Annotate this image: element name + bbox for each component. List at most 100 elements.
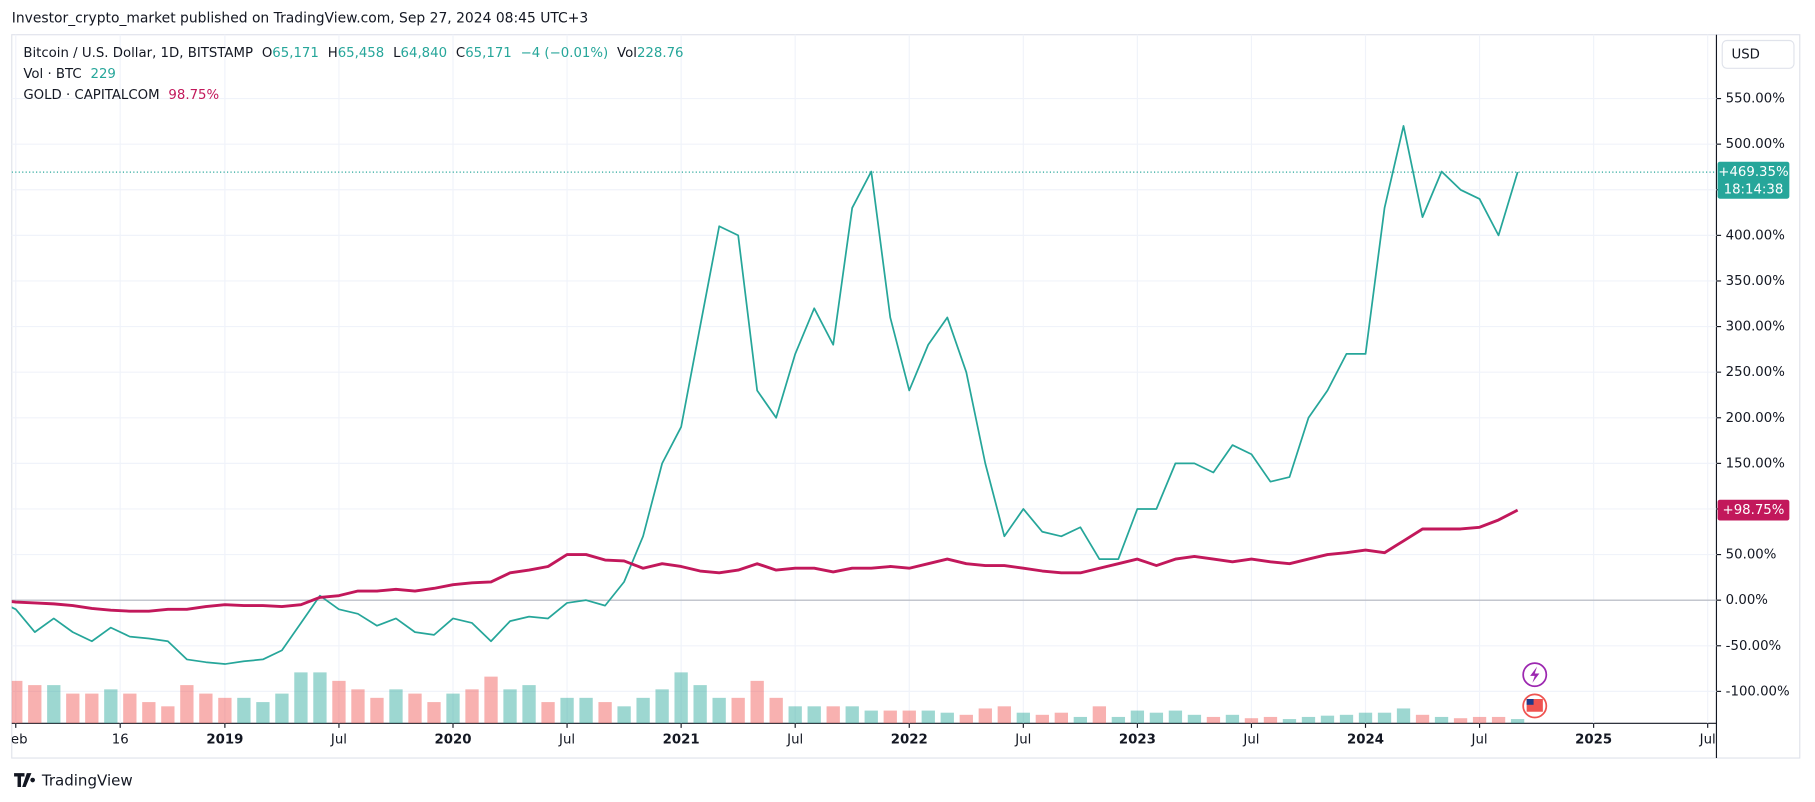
volume-bar bbox=[427, 702, 441, 724]
lines bbox=[11, 125, 1717, 665]
legend-line-1: Bitcoin / U.S. Dollar, 1D, BITSTAMP O65,… bbox=[23, 46, 683, 61]
volume-bar bbox=[712, 697, 726, 724]
volume-bar bbox=[864, 710, 878, 724]
y-tick-label: -50.00% bbox=[1726, 639, 1782, 654]
y-tick-label: 350.00% bbox=[1726, 274, 1785, 289]
volume-bar bbox=[484, 676, 498, 724]
volume-bar bbox=[1149, 712, 1164, 724]
x-ticks: Feb 16 2019 Jul 2020 Jul 2021 Jul 2022 Jul 2023 Jul… bbox=[4, 723, 1716, 748]
volume-bar bbox=[11, 680, 23, 724]
last-value-box bbox=[1717, 161, 1790, 199]
legend-symbol: Bitcoin / U.S. Dollar, 1D, BITSTAMP bbox=[23, 46, 253, 61]
legend-low: 64,840 bbox=[401, 46, 448, 61]
last-value-box bbox=[1717, 499, 1790, 521]
volume-bar bbox=[104, 689, 118, 724]
volume-bar bbox=[1377, 712, 1392, 724]
legend-change: −4 (−0.01%) bbox=[521, 46, 609, 61]
volume-bar bbox=[807, 706, 821, 724]
volume-bar bbox=[940, 712, 954, 724]
x-tick-label: 2025 bbox=[1575, 733, 1612, 748]
volume-bar bbox=[199, 693, 213, 724]
volume-bar bbox=[1453, 718, 1468, 724]
volume-bar bbox=[1244, 718, 1259, 724]
volume-bar bbox=[1073, 716, 1088, 724]
volume-bar bbox=[598, 702, 612, 724]
volume-bar bbox=[503, 689, 517, 724]
volume-bar bbox=[750, 680, 764, 724]
volume-bar bbox=[883, 710, 897, 724]
volume-bar bbox=[1320, 715, 1335, 724]
volume-bar bbox=[465, 689, 479, 724]
x-tick-label: Jul bbox=[1471, 733, 1488, 748]
legend-vol-last: 229 bbox=[91, 67, 116, 82]
legend-open: 65,171 bbox=[272, 46, 319, 61]
x-tick-label: Jul bbox=[558, 733, 575, 748]
volume-bar bbox=[256, 702, 270, 724]
y-tick-label: 550.00% bbox=[1726, 92, 1785, 107]
y-tick-label: 250.00% bbox=[1726, 365, 1785, 380]
volume-bar bbox=[921, 710, 935, 724]
x-tick-label: Jul bbox=[1699, 733, 1716, 748]
legend-close: 65,171 bbox=[465, 46, 512, 61]
series-line bbox=[11, 125, 1519, 665]
volume-bar bbox=[1263, 716, 1278, 724]
volume-bar bbox=[1415, 714, 1430, 724]
legend-h: H bbox=[328, 46, 338, 61]
y-tick-label: -100.00% bbox=[1726, 684, 1790, 699]
x-tick-label: 16 bbox=[112, 733, 129, 748]
x-tick-label: 2020 bbox=[435, 733, 472, 748]
volume-bar bbox=[0, 672, 3, 723]
volume-bar bbox=[1206, 716, 1221, 724]
currency-button[interactable] bbox=[1721, 39, 1795, 69]
x-tick-label: 2019 bbox=[206, 733, 243, 748]
volume-bar bbox=[693, 685, 707, 724]
volume-bar bbox=[674, 672, 688, 724]
volume-bar bbox=[332, 680, 346, 724]
volume-bar bbox=[959, 714, 973, 724]
volume-bar bbox=[389, 689, 403, 724]
volume-bar bbox=[1301, 716, 1316, 724]
event-icons[interactable] bbox=[1522, 662, 1548, 719]
icon-flag-canton bbox=[1526, 699, 1534, 705]
volume-bar bbox=[997, 706, 1011, 724]
volume-bar bbox=[313, 672, 327, 724]
volume-bar bbox=[370, 697, 384, 724]
volume-bar bbox=[47, 685, 61, 724]
legend-c: C bbox=[456, 46, 465, 61]
x-tick-label: Jul bbox=[1242, 733, 1259, 748]
volume-bar bbox=[655, 689, 669, 724]
volume-bar bbox=[1225, 714, 1240, 724]
volume-bar bbox=[826, 706, 840, 724]
volume-bar bbox=[237, 697, 251, 724]
last-value-label: +98.75% bbox=[1723, 503, 1785, 518]
x-tick-label: 2023 bbox=[1119, 733, 1156, 748]
y-tick-label: 200.00% bbox=[1726, 411, 1785, 426]
volume-bar bbox=[560, 697, 574, 724]
y-tick-label: 150.00% bbox=[1726, 456, 1785, 471]
legend-line-2: Vol · BTC 229 bbox=[23, 67, 116, 82]
volume-bar bbox=[1434, 716, 1449, 724]
volume-bar bbox=[617, 706, 631, 724]
frame bbox=[11, 34, 1801, 759]
legend-vol: 228.76 bbox=[637, 46, 684, 61]
x-tick-label: Jul bbox=[786, 733, 803, 748]
volume-bar bbox=[85, 693, 99, 724]
legend-vol-label: Vol bbox=[617, 46, 637, 61]
volume-bar bbox=[788, 706, 802, 724]
volume-bar bbox=[1130, 710, 1145, 724]
volume-bar bbox=[978, 708, 992, 724]
volume-bar bbox=[1016, 712, 1030, 724]
volume-bar bbox=[1111, 716, 1126, 724]
legend-vol-series: Vol · BTC bbox=[23, 67, 81, 82]
header: Investor_crypto_market published on Trad… bbox=[12, 11, 588, 27]
legend-line-3: GOLD · CAPITALCOM 98.75% bbox=[23, 88, 219, 103]
currency[interactable]: USD bbox=[1731, 47, 1759, 62]
volume-bar bbox=[579, 697, 593, 724]
x-tick-label: 2024 bbox=[1347, 733, 1384, 748]
volume-bar bbox=[142, 702, 156, 724]
x-tick-label: 2021 bbox=[663, 733, 700, 748]
x-tick-label: Feb bbox=[4, 733, 28, 748]
volume-bar bbox=[1282, 719, 1297, 724]
